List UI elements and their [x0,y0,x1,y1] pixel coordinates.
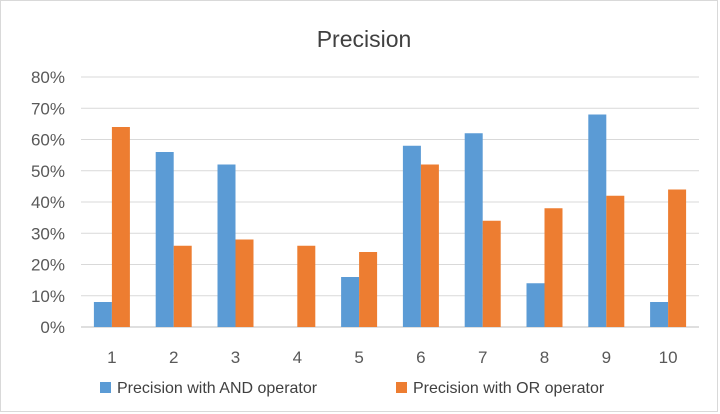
legend-label: Precision with AND operator [117,380,318,397]
bar-and-5 [341,277,360,327]
x-tick-label: 7 [478,348,487,367]
y-tick-label: 70% [31,99,65,118]
bar-and-9 [588,114,607,327]
x-axis-ticks: 1 2 3 4 5 6 7 8 9 10 [107,348,677,367]
bar-or-5 [359,252,378,327]
legend-swatch [100,382,111,393]
y-tick-label: 40% [31,193,65,212]
y-tick-label: 80% [31,68,65,87]
legend-label: Precision with OR operator [413,380,605,397]
bar-or-1 [111,127,130,327]
bar-or-8 [544,208,563,327]
bar-or-6 [420,164,439,327]
legend-swatch [396,382,407,393]
y-tick-label: 50% [31,162,65,181]
x-tick-label: 9 [602,348,611,367]
y-tick-label: 30% [31,224,65,243]
y-tick-label: 0% [40,318,65,337]
x-tick-label: 8 [540,348,549,367]
bar-and-1 [93,302,112,327]
legend: Precision with AND operator Precision wit… [100,380,605,397]
y-axis-ticks: 0% 10% 20% 30% 40% 50% 60% 70% 80% [31,68,65,337]
x-tick-label: 3 [231,348,240,367]
bar-or-9 [606,195,625,327]
y-tick-label: 10% [31,287,65,306]
bar-and-8 [526,283,545,327]
x-tick-label: 4 [293,348,302,367]
bar-and-2 [155,152,174,327]
x-tick-label: 6 [416,348,425,367]
x-tick-label: 2 [169,348,178,367]
bar-or-3 [235,239,254,327]
chart-title: Precision [317,26,412,52]
x-tick-label: 1 [107,348,116,367]
bars [93,114,687,327]
bar-or-2 [173,245,192,327]
bar-or-7 [482,220,501,327]
bar-and-6 [402,145,421,327]
bar-or-4 [297,245,316,327]
x-tick-label: 10 [659,348,678,367]
y-tick-label: 60% [31,131,65,150]
bar-and-3 [217,164,236,327]
x-tick-label: 5 [354,348,363,367]
y-tick-label: 20% [31,256,65,275]
bar-or-10 [668,189,687,327]
bar-and-10 [650,302,669,327]
bar-and-7 [464,133,483,327]
